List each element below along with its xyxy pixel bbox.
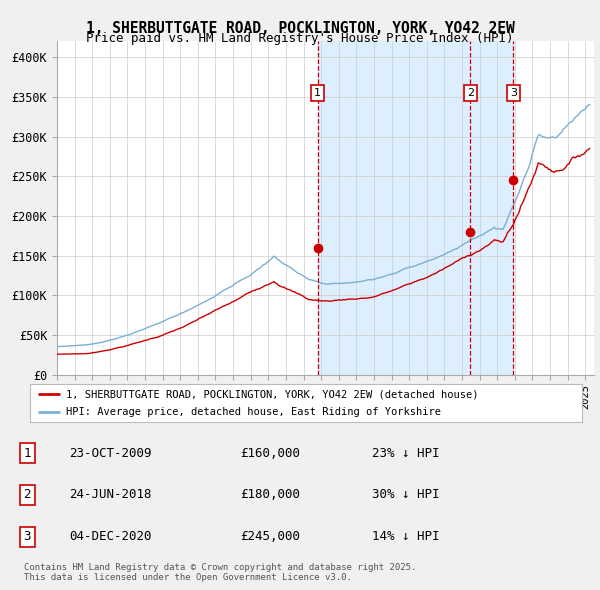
Text: 1: 1 [23,447,31,460]
Text: 2: 2 [23,489,31,502]
Text: £160,000: £160,000 [240,447,300,460]
Text: 1, SHERBUTTGATE ROAD, POCKLINGTON, YORK, YO42 2EW: 1, SHERBUTTGATE ROAD, POCKLINGTON, YORK,… [86,21,514,35]
Text: This data is licensed under the Open Government Licence v3.0.: This data is licensed under the Open Gov… [24,573,352,582]
Text: HPI: Average price, detached house, East Riding of Yorkshire: HPI: Average price, detached house, East… [66,407,441,417]
Text: 24-JUN-2018: 24-JUN-2018 [69,489,151,502]
Text: 30% ↓ HPI: 30% ↓ HPI [372,489,439,502]
Text: 23% ↓ HPI: 23% ↓ HPI [372,447,439,460]
Text: Price paid vs. HM Land Registry's House Price Index (HPI): Price paid vs. HM Land Registry's House … [86,32,514,45]
Text: £245,000: £245,000 [240,530,300,543]
Text: 23-OCT-2009: 23-OCT-2009 [69,447,151,460]
Text: 1: 1 [314,88,321,98]
Text: 2: 2 [467,88,474,98]
Text: 1, SHERBUTTGATE ROAD, POCKLINGTON, YORK, YO42 2EW (detached house): 1, SHERBUTTGATE ROAD, POCKLINGTON, YORK,… [66,389,478,399]
Text: 04-DEC-2020: 04-DEC-2020 [69,530,151,543]
Text: 3: 3 [510,88,517,98]
Text: Contains HM Land Registry data © Crown copyright and database right 2025.: Contains HM Land Registry data © Crown c… [24,563,416,572]
Bar [318,41,514,375]
Text: 14% ↓ HPI: 14% ↓ HPI [372,530,439,543]
Text: £180,000: £180,000 [240,489,300,502]
Text: 3: 3 [23,530,31,543]
